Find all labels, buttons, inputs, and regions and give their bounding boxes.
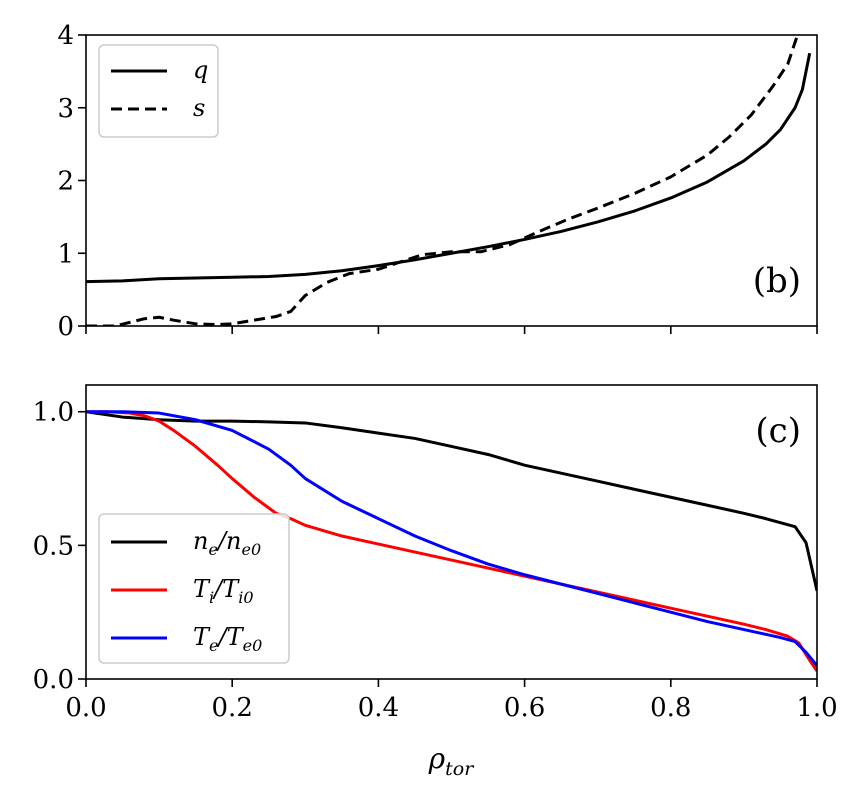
y-tick-label: 3 [57,94,74,124]
x-tick-label: 0.2 [212,693,253,723]
y-tick-label: 0.5 [33,531,74,561]
series-line-Ti-Ti0 [86,410,817,672]
series-line-ne-ne0 [86,410,817,592]
x-tick-label: 0.6 [504,693,545,723]
legend-label: s [193,94,205,122]
series-line-q [86,52,812,284]
legend-box [98,44,219,138]
panel-b-xticks [85,326,818,334]
panel-b: 0 1 2 3 4 qs (b) [57,21,818,342]
series-line-s [86,35,800,326]
x-tick-label: 1.0 [796,693,837,723]
y-tick-label: 4 [57,21,74,51]
panel-c-xticks: 0.0 0.2 0.4 0.6 0.8 1.0 [65,679,838,723]
legend-label: ne/ne0 [193,527,261,559]
panel-b-yticks: 0 1 2 3 4 [57,21,86,342]
panel-b-series [86,35,812,326]
y-tick-label: 0 [57,312,74,342]
legend-label: Ti/Ti0 [193,575,254,607]
x-tick-label: 0.0 [65,693,106,723]
panel-c-frame [85,384,818,680]
legend-box [98,513,290,664]
y-tick-label: 0.0 [33,665,74,695]
panel-label-c: (c) [755,411,801,451]
panel-b-legend: qs [98,44,219,138]
panel-c-legend: ne/ne0 Ti/Ti0 Te/Te0 [98,513,290,664]
y-tick-label: 1 [57,239,74,269]
panel-label-b: (b) [753,261,801,301]
panel-c-series [86,410,817,672]
y-tick-label: 2 [57,167,74,197]
series-line-Te-Te0 [86,410,817,667]
x-tick-label: 0.8 [650,693,691,723]
legend-label: q [193,56,208,84]
panel-c-yticks: 0.0 0.5 1.0 [33,398,86,695]
y-tick-label: 1.0 [33,398,74,428]
legend-label: Te/Te0 [193,623,262,655]
panel-c: 0.0 0.2 0.4 0.6 0.8 1.0 0.0 0.5 1.0 ne/ne0 Ti/Ti… [33,384,838,723]
x-axis-label: ρtor [428,742,476,780]
x-tick-label: 0.4 [358,693,399,723]
